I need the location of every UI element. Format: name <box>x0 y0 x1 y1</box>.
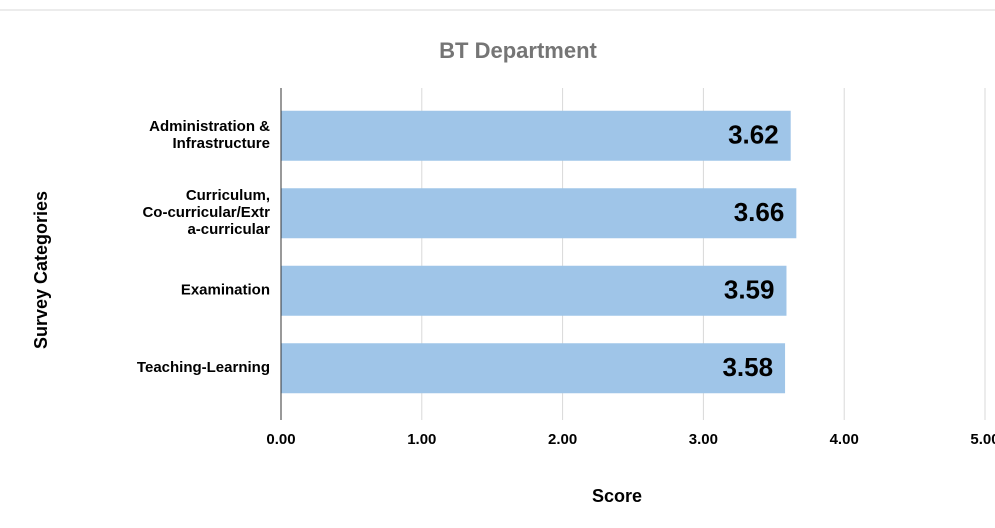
y-tick-label: Administration & <box>149 118 270 135</box>
y-axis-label: Survey Categories <box>31 191 51 349</box>
bar <box>281 188 797 239</box>
bar <box>281 265 787 316</box>
chart-title: BT Department <box>439 38 597 63</box>
bar <box>281 110 791 161</box>
value-label: 3.62 <box>728 120 779 150</box>
value-label: 3.59 <box>724 275 775 305</box>
x-axis-label: Score <box>592 486 642 506</box>
x-tick-label: 2.00 <box>548 431 577 448</box>
y-tick-label: Co-curricular/Extr <box>142 204 270 221</box>
y-tick-label: Curriculum, <box>186 187 270 204</box>
x-tick-label: 5.00 <box>970 431 995 448</box>
x-tick-label: 4.00 <box>830 431 859 448</box>
value-label: 3.66 <box>734 197 785 227</box>
y-tick-label: Infrastructure <box>172 135 270 152</box>
y-tick-label: Teaching-Learning <box>137 359 270 376</box>
x-tick-label: 3.00 <box>689 431 718 448</box>
x-tick-label: 1.00 <box>407 431 436 448</box>
value-label: 3.58 <box>722 352 773 382</box>
bar <box>281 343 786 394</box>
y-tick-label: Examination <box>181 282 270 299</box>
x-tick-label: 0.00 <box>266 431 295 448</box>
y-tick-label: a-curricular <box>187 221 270 238</box>
